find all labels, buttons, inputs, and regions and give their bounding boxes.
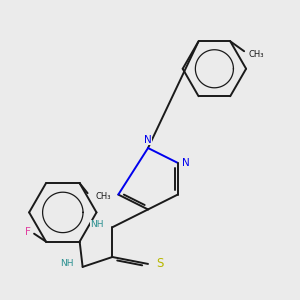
Text: NH: NH xyxy=(60,260,74,268)
Text: CH₃: CH₃ xyxy=(95,192,111,201)
Text: N: N xyxy=(182,158,190,168)
Text: NH: NH xyxy=(90,220,103,229)
Text: S: S xyxy=(156,257,164,270)
Text: N: N xyxy=(144,135,152,145)
Text: CH₃: CH₃ xyxy=(248,50,264,59)
Text: F: F xyxy=(25,227,31,237)
